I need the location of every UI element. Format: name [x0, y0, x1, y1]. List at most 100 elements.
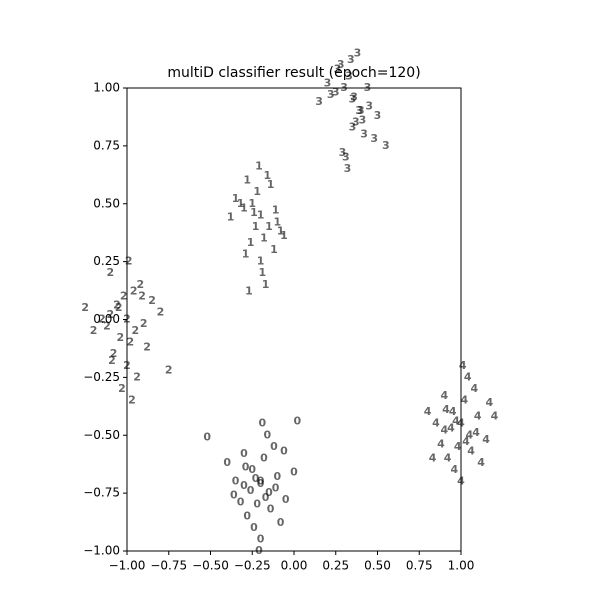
- y-tick-label: 0.75: [93, 138, 120, 152]
- point: 3: [365, 100, 373, 113]
- x-tick-label: −0.25: [234, 559, 271, 573]
- point: 1: [227, 211, 235, 224]
- point: 3: [337, 58, 345, 71]
- point: 0: [294, 414, 302, 427]
- point: 0: [270, 440, 278, 453]
- point: 2: [81, 301, 89, 314]
- point: 4: [462, 435, 470, 448]
- point: 0: [248, 463, 256, 476]
- y-tick-label: −0.25: [83, 370, 120, 384]
- point: 1: [252, 220, 260, 233]
- point: 2: [157, 306, 165, 319]
- point: 3: [370, 132, 378, 145]
- point: 0: [257, 532, 265, 545]
- point: 1: [243, 174, 251, 187]
- y-tick-label: 0.50: [93, 196, 120, 210]
- point: 1: [248, 197, 256, 210]
- point: 1: [263, 169, 271, 182]
- point: 2: [165, 363, 173, 376]
- point: 2: [137, 278, 145, 291]
- point: 4: [457, 417, 465, 430]
- point: 2: [123, 313, 131, 326]
- point: 2: [116, 331, 124, 344]
- point: 3: [354, 46, 362, 59]
- point: 3: [382, 139, 390, 152]
- plot-frame: [126, 87, 462, 552]
- point: 0: [242, 461, 250, 474]
- y-tick-label: −0.50: [83, 428, 120, 442]
- point: 3: [374, 109, 382, 122]
- point: 3: [349, 120, 357, 133]
- point: 0: [252, 472, 260, 485]
- point: 3: [360, 127, 368, 140]
- point: 2: [118, 382, 126, 395]
- point: 0: [262, 491, 270, 504]
- point: 0: [277, 516, 285, 529]
- point: 4: [440, 389, 448, 402]
- point: 4: [447, 421, 455, 434]
- point: 2: [123, 359, 131, 372]
- y-tick-label: −1.00: [83, 544, 120, 558]
- point: 4: [491, 410, 499, 423]
- point: 0: [230, 488, 238, 501]
- point: 1: [232, 192, 240, 205]
- point: 3: [324, 76, 332, 89]
- point: 0: [273, 470, 281, 483]
- point: 1: [258, 266, 266, 279]
- point: 0: [265, 486, 273, 499]
- x-tick-label: 0.25: [322, 559, 349, 573]
- point: 3: [355, 104, 363, 117]
- point: 2: [132, 324, 140, 337]
- point: 3: [359, 113, 367, 126]
- point: 4: [471, 382, 479, 395]
- point: 1: [273, 215, 281, 228]
- point: 2: [110, 347, 118, 360]
- point: 3: [364, 81, 372, 94]
- point: 1: [260, 231, 268, 244]
- point: 1: [255, 160, 263, 173]
- point: 0: [253, 498, 261, 511]
- point: 1: [267, 178, 275, 191]
- point: 4: [440, 424, 448, 437]
- point: 4: [477, 456, 485, 469]
- point: 3: [349, 93, 357, 106]
- y-tick-label: −0.75: [83, 486, 120, 500]
- y-tick-label: 0.25: [93, 254, 120, 268]
- point: 4: [472, 426, 480, 439]
- x-tick-label: −1.00: [109, 559, 146, 573]
- point: 0: [255, 544, 263, 557]
- point: 0: [267, 502, 275, 515]
- point: 0: [240, 479, 248, 492]
- point: 0: [263, 428, 271, 441]
- point: 2: [103, 319, 111, 332]
- point: 1: [247, 236, 255, 249]
- point: 1: [280, 229, 288, 242]
- point: 3: [332, 86, 340, 99]
- point: 3: [339, 146, 347, 159]
- point: 3: [347, 53, 355, 66]
- point: 4: [450, 463, 458, 476]
- x-tick-label: 0.00: [281, 559, 308, 573]
- point: 1: [257, 208, 265, 221]
- point: 4: [444, 451, 452, 464]
- y-tick-label: 1.00: [93, 81, 120, 95]
- point: 2: [106, 266, 114, 279]
- point: 0: [243, 509, 251, 522]
- point: 1: [237, 197, 245, 210]
- point: 4: [432, 417, 440, 430]
- point: 2: [90, 324, 98, 337]
- point: 0: [290, 465, 298, 478]
- point: 0: [272, 481, 280, 494]
- point: 1: [265, 220, 273, 233]
- x-tick-label: 1.00: [448, 559, 475, 573]
- point: 2: [133, 370, 141, 383]
- x-tick-label: 0.50: [364, 559, 391, 573]
- point: 0: [240, 447, 248, 460]
- point: 2: [130, 285, 138, 298]
- point: 2: [120, 289, 128, 302]
- point: 4: [467, 444, 475, 457]
- point: 2: [143, 340, 151, 353]
- point: 3: [350, 90, 358, 103]
- point: 2: [127, 336, 135, 349]
